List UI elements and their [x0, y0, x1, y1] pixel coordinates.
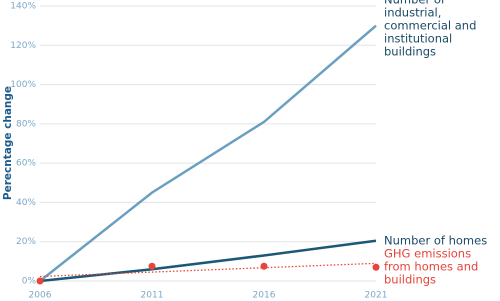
point [36, 277, 44, 285]
y-axis-title: Perecntage change [2, 86, 14, 200]
y-tick-label: 60% [16, 159, 36, 169]
x-tick-label: 2011 [141, 291, 164, 301]
y-tick-label: 80% [16, 119, 36, 129]
trend-line [39, 262, 377, 278]
series-label: GHG emissions from homes and buildings [384, 246, 479, 287]
y-tick-label: 40% [16, 198, 36, 208]
series-label: Number of homes [384, 233, 488, 248]
y-tick-label: 120% [10, 41, 36, 51]
y-tick-label: 20% [16, 237, 36, 247]
line [39, 239, 377, 283]
point [260, 262, 268, 270]
line [39, 24, 377, 282]
y-tick-label: 140% [10, 2, 36, 12]
point [372, 263, 380, 271]
x-tick-label: 2016 [253, 291, 276, 301]
x-tick-label: 2006 [29, 291, 52, 301]
point [148, 262, 156, 270]
x-tick-label: 2021 [365, 291, 388, 301]
series-label: Number of industrial, commercial and ins… [384, 0, 477, 59]
y-tick-label: 0% [22, 277, 37, 287]
y-tick-label: 100% [10, 80, 36, 90]
